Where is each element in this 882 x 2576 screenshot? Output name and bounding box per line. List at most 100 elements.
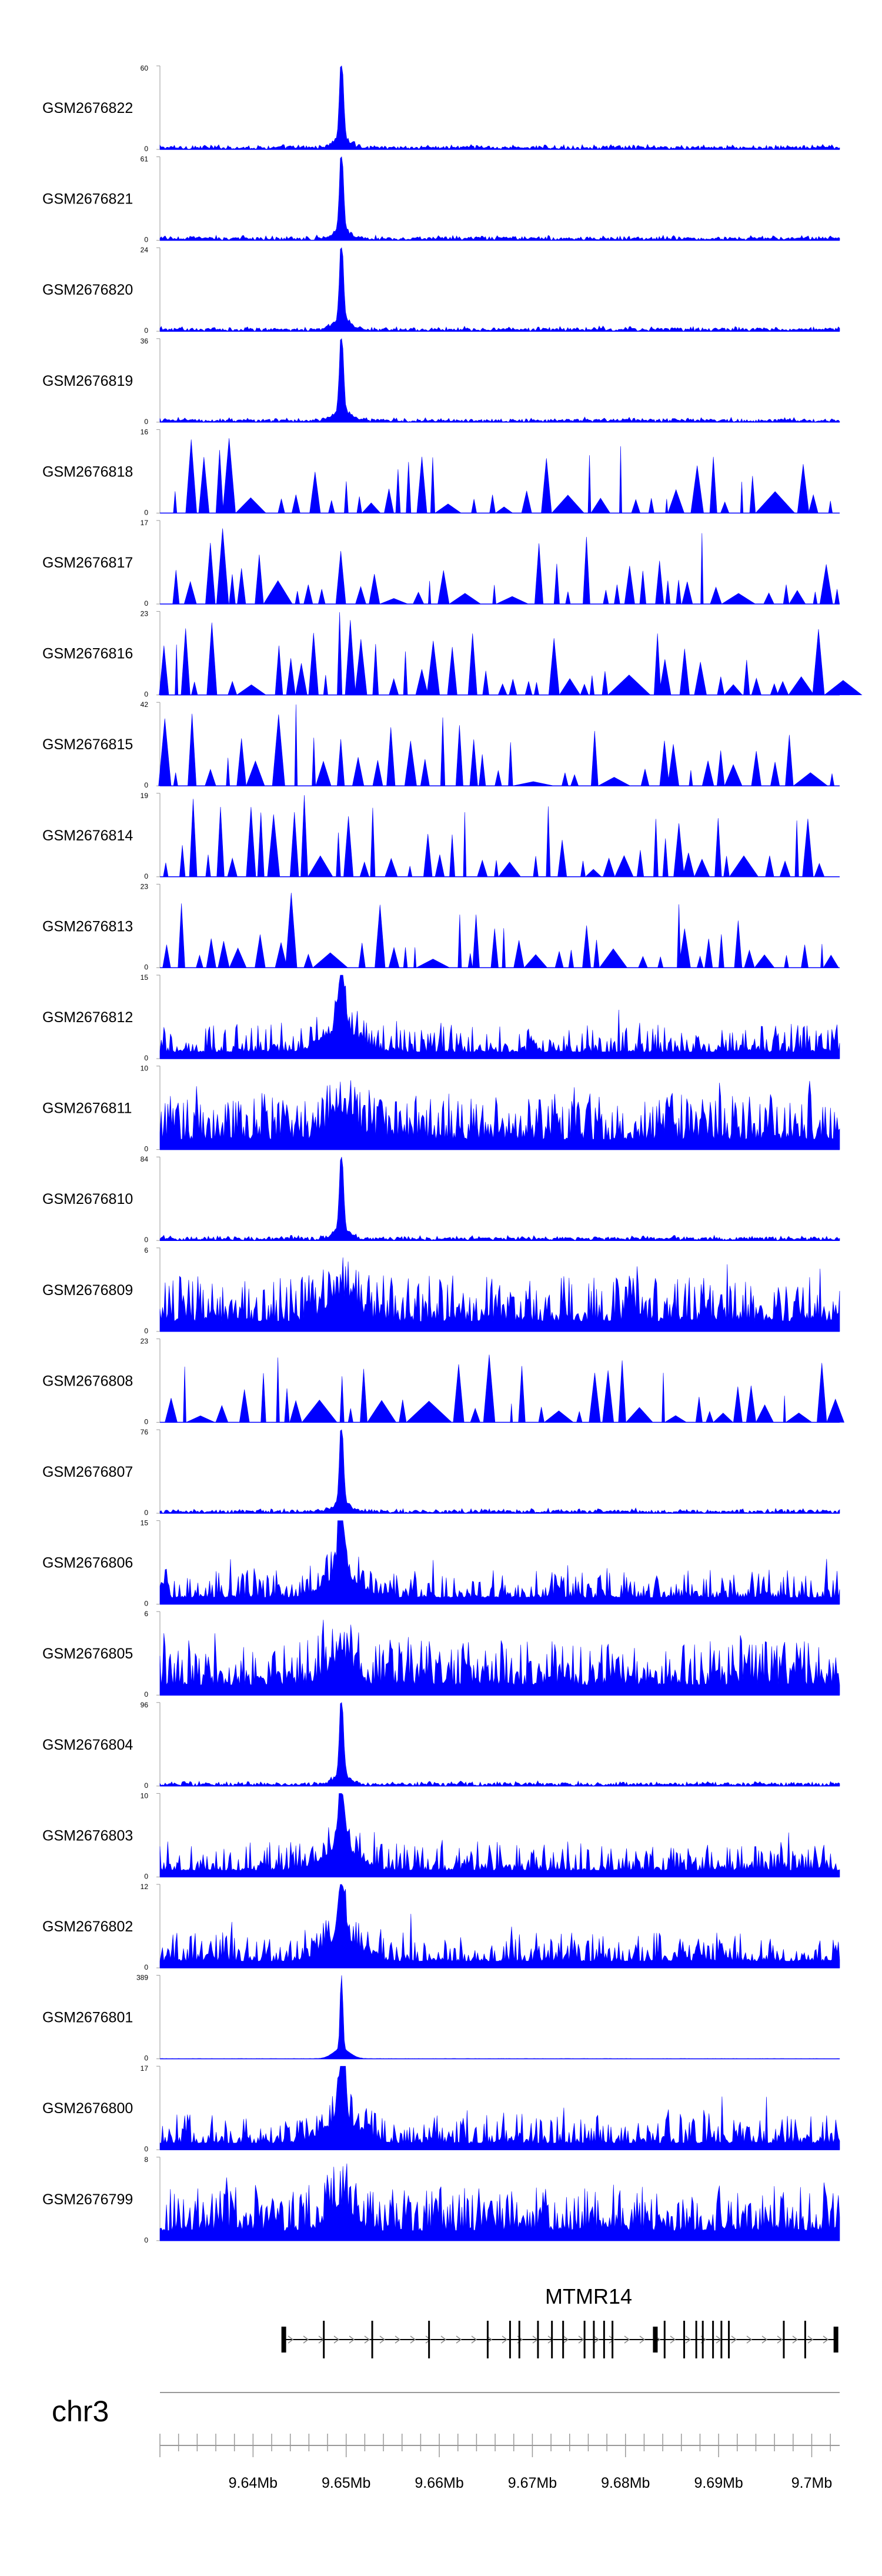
- track-label-GSM2676815[interactable]: GSM2676815: [42, 736, 133, 753]
- track-GSM2676804: GSM2676804 96 0: [42, 1701, 840, 1790]
- strand-arrow: [349, 2335, 355, 2344]
- strand-arrow: [333, 2335, 340, 2344]
- track-ymax: 76: [141, 1428, 149, 1436]
- track-label-GSM2676811[interactable]: GSM2676811: [42, 1100, 132, 1117]
- track-ymin: 0: [144, 1417, 148, 1426]
- coverage-area-GSM2676804: [159, 1702, 840, 1787]
- track-ymax: 60: [141, 64, 149, 72]
- ruler-tick-label: 9.67Mb: [508, 2475, 557, 2491]
- track-GSM2676800: GSM2676800 17 0: [42, 2064, 840, 2153]
- coverage-tracks: GSM2676822600GSM2676821610GSM2676820240G…: [42, 64, 863, 2244]
- ruler-labels: 9.64Mb 9.65Mb 9.66Mb 9.67Mb 9.68Mb 9.69Mb 9.7M…: [229, 2475, 833, 2491]
- track-GSM2676802: GSM2676802 12 0: [42, 1883, 840, 1971]
- track-label-GSM2676799[interactable]: GSM2676799: [42, 2191, 133, 2208]
- strand-arrow: [807, 2335, 814, 2344]
- track-label-GSM2676818[interactable]: GSM2676818: [42, 463, 133, 480]
- track-ymax: 42: [141, 700, 149, 709]
- track-GSM2676817: GSM2676817 17 0: [42, 519, 840, 608]
- track-ymin: 0: [144, 326, 148, 335]
- exon: [712, 2321, 714, 2358]
- track-label-GSM2676813[interactable]: GSM2676813: [42, 918, 133, 935]
- coverage-area-GSM2676817: [160, 528, 840, 605]
- coverage-area-GSM2676822: [159, 65, 840, 150]
- track-ymin: 0: [144, 599, 148, 608]
- strand-arrow: [746, 2335, 753, 2344]
- track-ymin: 0: [144, 1509, 148, 1517]
- track-GSM2676815: GSM2676815 42 0: [42, 700, 840, 789]
- track-ymin: 0: [144, 508, 148, 516]
- track-label-GSM2676814[interactable]: GSM2676814: [42, 827, 133, 844]
- track-ymax: 96: [141, 1701, 149, 1709]
- track-GSM2676819: GSM2676819 36 0: [42, 337, 840, 426]
- track-label-GSM2676819[interactable]: GSM2676819: [42, 373, 133, 389]
- strand-arrow: [456, 2335, 462, 2344]
- track-label-GSM2676809[interactable]: GSM2676809: [42, 1282, 133, 1299]
- track-label-GSM2676805[interactable]: GSM2676805: [42, 1646, 133, 1662]
- track-label-GSM2676806[interactable]: GSM2676806: [42, 1555, 133, 1571]
- track-GSM2676813: GSM2676813 23 0: [42, 882, 840, 971]
- track-label-GSM2676802[interactable]: GSM2676802: [42, 1918, 133, 1935]
- chromosome-label: chr3: [52, 2395, 109, 2428]
- coverage-area-GSM2676811: [159, 1080, 840, 1150]
- track-ymax: 24: [141, 246, 149, 254]
- track-GSM2676821: GSM2676821 61 0: [42, 155, 840, 244]
- track-GSM2676816: GSM2676816 23 0: [42, 610, 863, 699]
- coverage-area-GSM2676821: [159, 156, 840, 241]
- track-label-GSM2676810[interactable]: GSM2676810: [42, 1191, 133, 1207]
- coverage-area-GSM2676809: [159, 1257, 840, 1332]
- track-ymax: 389: [136, 1974, 148, 1982]
- track-ymax: 19: [141, 792, 149, 800]
- track-ymax: 61: [141, 155, 149, 163]
- track-label-GSM2676807[interactable]: GSM2676807: [42, 1464, 133, 1480]
- track-GSM2676814: GSM2676814 19 0: [42, 792, 840, 880]
- strand-arrow: [425, 2335, 432, 2344]
- track-ymin: 0: [144, 2145, 148, 2153]
- exon: [612, 2321, 614, 2358]
- track-GSM2676806: GSM2676806 15 0: [42, 1519, 840, 1608]
- track-label-GSM2676820[interactable]: GSM2676820: [42, 282, 133, 298]
- track-label-GSM2676822[interactable]: GSM2676822: [42, 100, 133, 116]
- exon: [728, 2321, 730, 2358]
- exon: [509, 2321, 511, 2358]
- strand-arrow: [471, 2335, 477, 2344]
- track-label-GSM2676804[interactable]: GSM2676804: [42, 1737, 133, 1753]
- track-label-GSM2676816[interactable]: GSM2676816: [42, 646, 133, 662]
- track-ymin: 0: [144, 2054, 148, 2063]
- exon: [701, 2321, 704, 2358]
- track-ymin: 0: [144, 418, 148, 426]
- track-ymin: 0: [144, 872, 148, 880]
- track-GSM2676812: GSM2676812 15 0: [42, 973, 840, 1062]
- coverage-area-GSM2676814: [160, 795, 840, 877]
- track-label-GSM2676821[interactable]: GSM2676821: [42, 191, 133, 208]
- exon: [804, 2321, 806, 2358]
- track-GSM2676818: GSM2676818 16 0: [42, 428, 840, 516]
- coverage-area-GSM2676815: [158, 704, 840, 786]
- track-ymax: 15: [141, 1519, 149, 1527]
- track-ymin: 0: [144, 963, 148, 971]
- exon: [593, 2321, 595, 2358]
- gene-label[interactable]: MTMR14: [545, 2284, 632, 2308]
- track-ymin: 0: [144, 2236, 148, 2244]
- track-label-GSM2676800[interactable]: GSM2676800: [42, 2100, 133, 2117]
- ruler-tick-label: 9.65Mb: [322, 2475, 370, 2491]
- track-label-GSM2676803[interactable]: GSM2676803: [42, 1827, 133, 1844]
- track-ymax: 23: [141, 1337, 149, 1345]
- track-ymax: 84: [141, 1155, 149, 1163]
- strand-arrow: [823, 2335, 829, 2344]
- track-label-GSM2676808[interactable]: GSM2676808: [42, 1373, 133, 1389]
- exon: [371, 2321, 373, 2358]
- strand-arrow: [777, 2335, 783, 2344]
- strand-arrow: [593, 2335, 600, 2344]
- track-ymax: 17: [141, 519, 149, 527]
- track-label-GSM2676817[interactable]: GSM2676817: [42, 555, 133, 571]
- strand-arrow: [502, 2335, 508, 2344]
- coverage-area-GSM2676806: [159, 1520, 840, 1604]
- exon: [720, 2321, 723, 2358]
- track-label-GSM2676812[interactable]: GSM2676812: [42, 1009, 133, 1026]
- exon: [281, 2327, 286, 2353]
- track-label-GSM2676801[interactable]: GSM2676801: [42, 2010, 133, 2026]
- track-ymin: 0: [144, 236, 148, 244]
- track-GSM2676805: GSM2676805 6 0: [42, 1610, 840, 1699]
- track-ymax: 36: [141, 337, 149, 345]
